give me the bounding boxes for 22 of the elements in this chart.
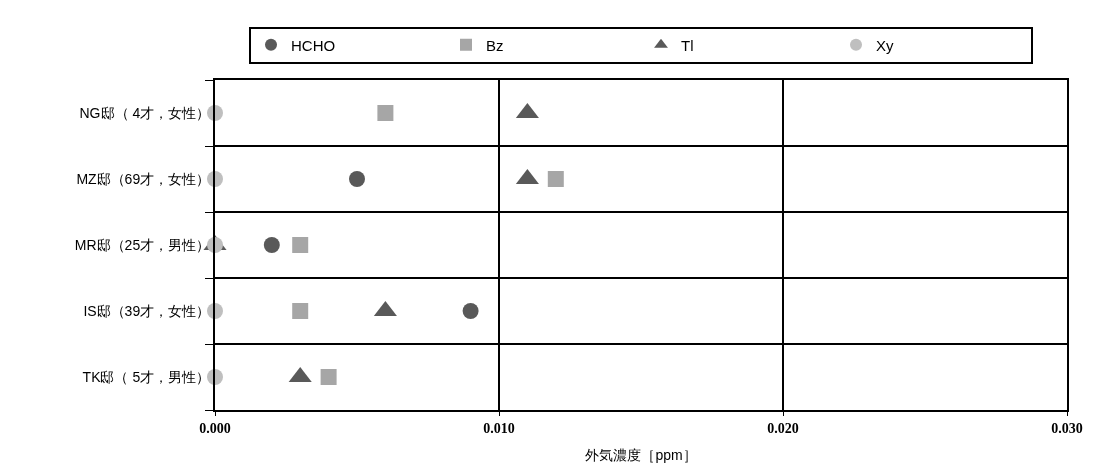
x-axis-title: 外気濃度［ppm］ <box>585 446 697 463</box>
point <box>377 105 394 121</box>
x-tick-label: 0.010 <box>483 420 515 436</box>
y-tick-label: MR邸（25才，男性） <box>74 236 211 253</box>
point <box>320 369 337 385</box>
legend-label: Tl <box>681 36 694 54</box>
point <box>462 303 479 319</box>
point <box>263 237 280 253</box>
legend-label: Bz <box>486 36 504 54</box>
legend-label: HCHO <box>291 36 336 54</box>
point <box>292 237 309 253</box>
point <box>547 171 564 187</box>
y-tick-label: MZ邸（69才，女性） <box>76 170 211 187</box>
x-tick-label: 0.030 <box>1051 420 1083 436</box>
point <box>349 171 365 187</box>
legend-label: Xy <box>876 36 894 54</box>
y-tick-label: IS邸（39才，女性） <box>83 302 211 319</box>
point <box>292 303 309 319</box>
y-tick-label: TK邸（ 5才，男性） <box>82 368 211 385</box>
x-tick-label: 0.020 <box>767 420 799 436</box>
y-tick-label: NG邸（ 4才，女性） <box>79 104 211 121</box>
x-tick-label: 0.000 <box>199 420 231 436</box>
